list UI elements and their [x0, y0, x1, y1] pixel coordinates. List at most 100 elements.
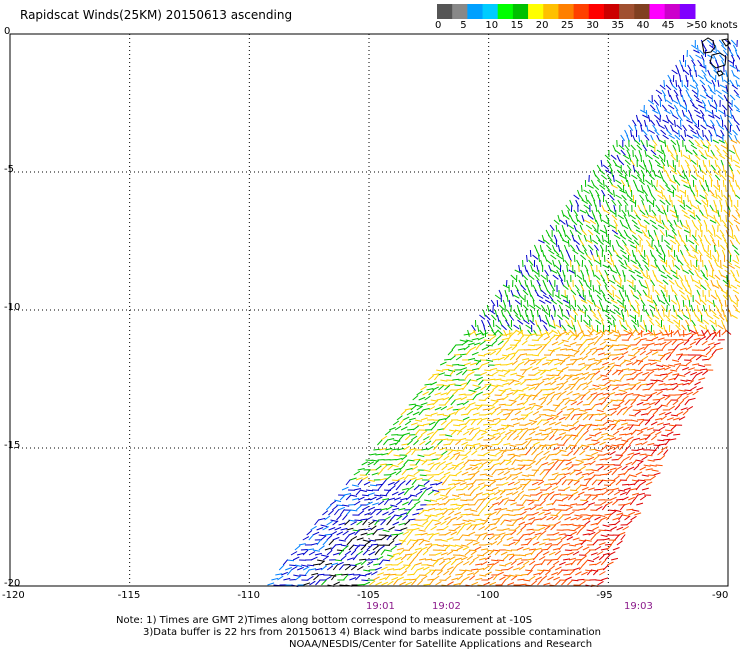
wind-barb	[452, 378, 460, 381]
wind-barb	[669, 224, 675, 231]
wind-barb	[511, 447, 519, 451]
wind-barb	[339, 494, 346, 501]
wind-barb	[665, 314, 671, 321]
wind-barb	[675, 324, 681, 331]
wind-barb	[576, 545, 584, 551]
wind-barb	[354, 500, 361, 506]
wind-barb	[653, 329, 656, 337]
wind-barb	[565, 563, 573, 566]
wind-barb	[491, 559, 499, 562]
wind-barb	[591, 224, 597, 231]
wind-barb	[396, 560, 404, 566]
wind-barb	[331, 505, 339, 511]
wind-barb	[584, 550, 591, 556]
wind-barb	[707, 54, 714, 59]
wind-barb	[538, 314, 542, 322]
wind-barb	[394, 497, 401, 501]
wind-barb	[494, 294, 502, 300]
wind-barb	[612, 404, 620, 406]
wind-barb	[576, 559, 582, 566]
wind-barb	[352, 497, 360, 501]
wind-barb	[411, 435, 418, 441]
wind-barb	[608, 279, 616, 284]
wind-barb	[408, 529, 414, 536]
wind-barb	[390, 533, 398, 536]
wind-barb	[664, 411, 672, 416]
wind-barb	[434, 406, 442, 411]
wind-barb	[421, 448, 429, 451]
wind-barb	[654, 399, 661, 406]
wind-barb	[556, 382, 564, 386]
wind-barb	[530, 309, 534, 317]
wind-barb	[622, 169, 628, 176]
wind-barb	[720, 144, 728, 150]
wind-barb	[541, 492, 550, 496]
wind-barb	[665, 429, 673, 432]
wind-barb	[661, 89, 667, 97]
wind-barb	[318, 560, 326, 566]
wind-barb	[644, 434, 651, 441]
wind-barb	[692, 363, 700, 366]
wind-barb	[550, 380, 557, 386]
wind-barb	[634, 381, 642, 386]
wind-barb	[494, 549, 501, 556]
wind-barb	[577, 219, 584, 226]
wind-barb	[423, 583, 431, 586]
wind-barb	[715, 189, 718, 197]
wind-barb	[622, 314, 625, 323]
wind-barb	[663, 449, 669, 456]
wind-barb	[601, 479, 609, 482]
wind-barb	[361, 476, 369, 481]
wind-barb	[556, 269, 561, 277]
wind-barb	[726, 259, 733, 266]
wind-barb	[483, 352, 491, 356]
wind-barb	[736, 269, 740, 277]
wind-barb	[380, 508, 388, 511]
wind-barb	[638, 394, 646, 398]
wind-barb	[554, 521, 561, 526]
wind-barb	[714, 144, 720, 151]
wind-barb	[572, 376, 580, 381]
wind-barb	[521, 340, 528, 346]
wind-barb	[562, 299, 570, 304]
wind-barb	[302, 549, 309, 556]
wind-barb	[667, 89, 671, 97]
wind-barb	[628, 269, 636, 274]
wind-barb	[341, 573, 349, 576]
wind-barb	[442, 396, 450, 401]
wind-barb	[376, 527, 384, 531]
wind-barb	[667, 219, 673, 226]
wind-barb	[685, 319, 690, 327]
wind-barb	[654, 259, 658, 267]
wind-barb	[554, 264, 561, 270]
wind-barb	[649, 304, 656, 310]
wind-barb	[454, 544, 462, 548]
wind-barb	[619, 319, 623, 327]
wind-barb	[629, 454, 635, 461]
wind-barb	[673, 234, 677, 242]
wind-barb	[381, 479, 387, 486]
wind-barb	[516, 374, 524, 378]
wind-barb	[731, 84, 738, 90]
wind-barb	[707, 342, 715, 346]
wind-barb	[690, 259, 692, 268]
latitude-label: -10	[4, 302, 21, 313]
wind-barb	[459, 423, 467, 426]
wind-barb	[590, 522, 598, 526]
wind-barb	[601, 577, 609, 581]
wind-barb	[601, 219, 609, 225]
wind-barb	[659, 354, 666, 361]
wind-barb	[711, 109, 714, 117]
wind-barb	[614, 419, 620, 426]
wind-barb	[637, 479, 645, 482]
wind-barb	[383, 573, 391, 576]
wind-barb	[376, 510, 383, 516]
wind-barb	[647, 199, 654, 205]
wind-barb	[605, 369, 612, 376]
wind-barb	[552, 374, 560, 377]
wind-barb	[595, 234, 601, 242]
wind-barb	[543, 569, 551, 572]
wind-barb	[733, 219, 740, 225]
wind-barb	[516, 529, 523, 536]
wind-barb	[585, 436, 592, 441]
